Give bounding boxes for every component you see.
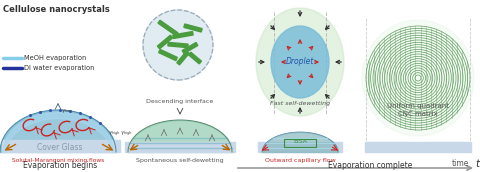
- Text: EISA: EISA: [293, 139, 307, 144]
- Text: Evaporation complete: Evaporation complete: [328, 161, 412, 170]
- Bar: [158, 20, 178, 36]
- Text: time: time: [452, 159, 469, 169]
- Text: $t$: $t$: [475, 157, 480, 169]
- Text: CNC matrix: CNC matrix: [398, 111, 438, 117]
- Bar: [173, 31, 193, 39]
- Text: Solutal-Marangoni mixing flows: Solutal-Marangoni mixing flows: [12, 158, 104, 163]
- Circle shape: [143, 10, 213, 80]
- Text: Evaporation begins: Evaporation begins: [23, 161, 97, 170]
- Text: $\gamma_{high}$: $\gamma_{high}$: [108, 130, 121, 139]
- Bar: [159, 49, 177, 61]
- Text: Descending interface: Descending interface: [146, 99, 214, 104]
- Text: DI water evaporation: DI water evaporation: [24, 65, 95, 71]
- Ellipse shape: [362, 20, 474, 136]
- Bar: [177, 51, 189, 65]
- Text: Cover Glass: Cover Glass: [37, 142, 83, 152]
- Text: Spontaneous self-dewetting: Spontaneous self-dewetting: [136, 158, 224, 163]
- Bar: [2, 140, 120, 152]
- Bar: [157, 35, 173, 49]
- Bar: [168, 42, 188, 48]
- Text: $\gamma_{low}$: $\gamma_{low}$: [61, 107, 72, 115]
- Bar: [189, 52, 202, 64]
- Text: Uniform quadrant: Uniform quadrant: [387, 103, 449, 109]
- Ellipse shape: [271, 26, 329, 98]
- Text: Droplet: Droplet: [286, 57, 314, 67]
- Bar: [258, 142, 342, 152]
- Ellipse shape: [256, 8, 344, 116]
- Text: Cellulose nanocrystals: Cellulose nanocrystals: [3, 5, 110, 14]
- Text: MeOH evaporation: MeOH evaporation: [24, 55, 86, 61]
- Bar: [184, 24, 202, 32]
- Text: Fast self-dewetting: Fast self-dewetting: [270, 101, 330, 106]
- Bar: [365, 142, 471, 152]
- Text: $\gamma_{high}$: $\gamma_{high}$: [120, 130, 133, 139]
- Bar: [182, 42, 198, 53]
- Text: Outward capillary flow: Outward capillary flow: [264, 158, 336, 163]
- Bar: [125, 142, 235, 152]
